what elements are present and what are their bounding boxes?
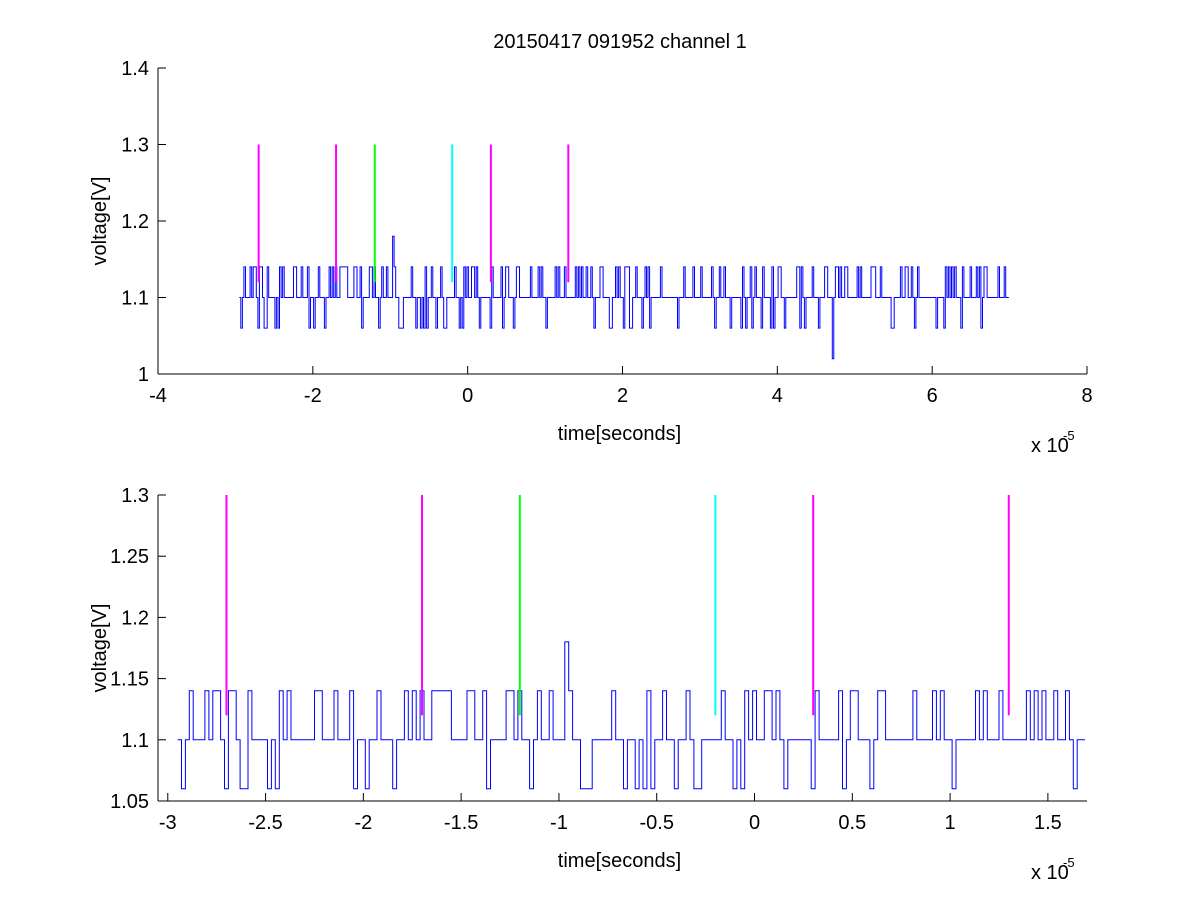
- bottom-panel: -3 -2.5 -2 -1.5 -1 -0.5 0 0.5 1 1.5 1.05 1.1 1.15 1.2…: [89, 485, 1087, 884]
- y-tick-label: 1: [138, 364, 149, 386]
- x-exponent-superscript: -5: [1063, 855, 1075, 870]
- x-tick-label: 6: [927, 385, 938, 407]
- x-tick-label: 8: [1081, 385, 1092, 407]
- y-tick-label: 1.3: [121, 135, 149, 157]
- x-tick-label: -0.5: [639, 812, 673, 834]
- x-tick-label: 1.5: [1034, 812, 1062, 834]
- y-tick-label: 1.25: [110, 546, 149, 568]
- x-tick-label: -2.5: [248, 812, 282, 834]
- x-tick-label: 0.5: [838, 812, 866, 834]
- x-tick-label: -4: [149, 385, 167, 407]
- x-exponent-superscript: -5: [1063, 428, 1075, 443]
- x-tick-label: 2: [617, 385, 628, 407]
- x-exponent-label: x 10: [1031, 435, 1069, 457]
- y-tick-label: 1.15: [110, 669, 149, 691]
- y-tick-label: 1.2: [121, 211, 149, 233]
- axes: -4 -2 0 2 4 6 8 1 1.1 1.2 1.3 1.4 time[seconds] volta…: [89, 58, 1093, 457]
- x-tick-label: 4: [772, 385, 783, 407]
- x-tick-label: -1: [550, 812, 568, 834]
- y-tick-label: 1.3: [121, 485, 149, 507]
- y-tick-label: 1.1: [121, 288, 149, 310]
- y-tick-label: 1.4: [121, 58, 149, 80]
- y-tick-label: 1.1: [121, 730, 149, 752]
- voltage-series-line: [239, 235, 1009, 360]
- x-exponent-label: x 10: [1031, 862, 1069, 884]
- x-axis-label: time[seconds]: [558, 423, 681, 445]
- x-tick-label: 0: [462, 385, 473, 407]
- y-axis-label: voltage[V]: [89, 177, 111, 266]
- y-tick-label: 1.2: [121, 607, 149, 629]
- x-tick-label: -1.5: [444, 812, 478, 834]
- top-panel: -4 -2 0 2 4 6 8 1 1.1 1.2 1.3 1.4 time[seconds] volta…: [89, 58, 1093, 457]
- x-axis-label: time[seconds]: [558, 850, 681, 872]
- x-tick-label: -3: [159, 812, 177, 834]
- x-tick-label: -2: [354, 812, 372, 834]
- voltage-series-line: [177, 641, 1085, 790]
- axes: -3 -2.5 -2 -1.5 -1 -0.5 0 0.5 1 1.5 1.05 1.1 1.15 1.2…: [89, 485, 1087, 884]
- y-tick-label: 1.05: [110, 791, 149, 813]
- figure-title: 20150417 091952 channel 1: [493, 31, 747, 53]
- y-axis-label: voltage[V]: [89, 604, 111, 693]
- x-tick-label: 0: [749, 812, 760, 834]
- x-tick-label: 1: [945, 812, 956, 834]
- x-tick-label: -2: [304, 385, 322, 407]
